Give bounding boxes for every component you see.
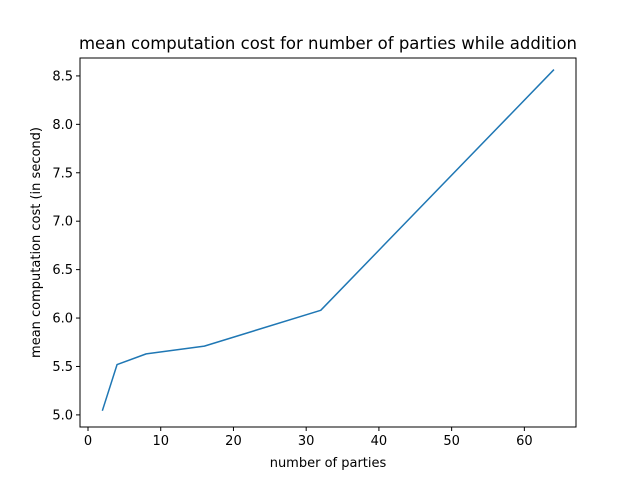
y-tick-label: 5.0 [52,408,73,423]
x-axis-label: number of parties [270,456,387,471]
x-tick-label: 30 [298,434,315,449]
x-tick-label: 20 [225,434,242,449]
series-layer [101,69,555,411]
y-tick-label: 7.5 [52,166,73,181]
y-axis-label: mean computation cost (in second) [29,127,44,358]
y-tick-label: 5.5 [52,360,73,375]
y-tick-label: 8.0 [52,118,73,133]
y-tick-label: 7.0 [52,215,73,230]
series-line [101,69,555,411]
x-tick-label: 0 [84,434,92,449]
plot-frame [79,57,577,428]
x-tick-label: 60 [516,434,533,449]
x-tick-label: 50 [443,434,460,449]
plot-area [80,58,576,427]
y-tick-label: 6.5 [52,263,73,278]
y-tick-label: 6.0 [52,312,73,327]
x-tick-label: 10 [152,434,169,449]
y-tick-label: 8.5 [52,69,73,84]
chart-title: mean computation cost for number of part… [79,34,577,53]
x-tick-label: 40 [371,434,388,449]
y-axis-ticks: 5.0 5.5 6.0 6.5 7.0 7.5 8.0 8.5 [52,69,80,423]
x-axis-ticks: 0 10 20 30 40 50 60 [84,427,533,449]
